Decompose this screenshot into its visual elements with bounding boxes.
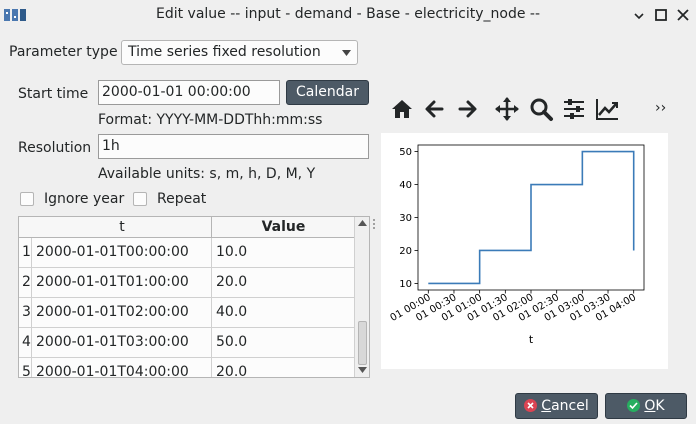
row-number: 2 [19, 268, 32, 298]
back-icon[interactable] [422, 96, 448, 122]
row-number: 4 [19, 328, 32, 358]
row-number: 3 [19, 298, 32, 328]
configure-subplots-icon[interactable] [561, 96, 587, 122]
cancel-icon [524, 399, 538, 412]
parameter-type-label: Parameter type [9, 44, 118, 60]
time-cell[interactable]: 2000-01-01T03:00:00 [32, 328, 212, 358]
row-number: 1 [19, 238, 32, 268]
format-hint: Format: YYYY-MM-DDThh:mm:ss [98, 112, 323, 128]
resolution-label: Resolution [18, 140, 92, 156]
time-series-table[interactable]: t Value 1 2000-01-01T00:00:00 10.0 2 200… [18, 216, 370, 378]
app-logo-icon [4, 9, 26, 21]
time-cell[interactable]: 2000-01-01T02:00:00 [32, 298, 212, 328]
ignore-year-checkbox[interactable] [20, 192, 34, 206]
value-cell[interactable]: 50.0 [212, 328, 355, 358]
repeat-label: Repeat [157, 191, 207, 207]
repeat-checkbox[interactable] [133, 192, 147, 206]
row-number: 5 [19, 358, 32, 377]
pan-icon[interactable] [494, 96, 520, 122]
resolution-input[interactable]: 1h [98, 134, 369, 159]
table-header: t Value [19, 217, 369, 238]
units-hint: Available units: s, m, h, D, M, Y [98, 166, 316, 182]
parameter-type-select[interactable]: Time series fixed resolution [121, 40, 358, 65]
time-cell[interactable]: 2000-01-01T01:00:00 [32, 268, 212, 298]
close-icon[interactable] [675, 7, 691, 23]
column-header-value[interactable]: Value [261, 219, 306, 235]
zoom-icon[interactable] [528, 96, 554, 122]
column-header-t[interactable]: t [119, 219, 125, 235]
value-cell[interactable]: 20.0 [212, 268, 355, 298]
value-cell[interactable]: 10.0 [212, 238, 355, 268]
toolbar-overflow-button[interactable]: ›› [655, 100, 667, 116]
start-time-input[interactable]: 2000-01-01 00:00:00 [98, 80, 280, 105]
edit-axis-icon[interactable] [594, 96, 620, 122]
maximize-icon[interactable] [653, 7, 669, 23]
minimize-icon[interactable] [631, 7, 647, 23]
x-axis-label: t [529, 333, 534, 346]
start-time-label: Start time [18, 86, 89, 102]
plot-canvas[interactable]: 10 20 30 40 50 01 00:00 01 00:30 01 01:00 01 01:… [381, 133, 668, 369]
forward-icon[interactable] [454, 96, 480, 122]
value-cell[interactable]: 40.0 [212, 298, 355, 328]
value-cell[interactable]: 20.0 [212, 358, 355, 377]
ok-label: OK [644, 398, 665, 414]
scroll-thumb[interactable] [358, 321, 367, 365]
parameter-type-value: Time series fixed resolution [128, 44, 321, 60]
y-tick-label: 30 [399, 213, 412, 224]
home-icon[interactable] [389, 96, 415, 122]
y-tick-label: 40 [399, 180, 412, 191]
y-tick-label: 20 [399, 246, 412, 257]
chevron-down-icon [342, 50, 351, 56]
y-tick-label: 10 [399, 279, 412, 290]
scroll-down-icon[interactable] [358, 367, 367, 373]
y-tick-label: 50 [399, 147, 412, 158]
scroll-up-icon[interactable] [358, 220, 367, 226]
ok-icon [627, 399, 641, 412]
cancel-button[interactable]: Cancel [515, 393, 598, 419]
cancel-label: Cancel [541, 398, 589, 414]
splitter-handle[interactable] [372, 218, 376, 230]
ok-button[interactable]: OK [605, 393, 687, 419]
ignore-year-label: Ignore year [44, 191, 125, 207]
time-cell[interactable]: 2000-01-01T04:00:00 [32, 358, 212, 377]
time-cell[interactable]: 2000-01-01T00:00:00 [32, 238, 212, 268]
window-title: Edit value -- input - demand - Base - el… [155, 6, 541, 22]
table-scrollbar[interactable] [354, 217, 369, 377]
title-bar: Edit value -- input - demand - Base - el… [0, 0, 696, 30]
calendar-button[interactable]: Calendar [286, 80, 369, 105]
series-line [428, 150, 635, 285]
